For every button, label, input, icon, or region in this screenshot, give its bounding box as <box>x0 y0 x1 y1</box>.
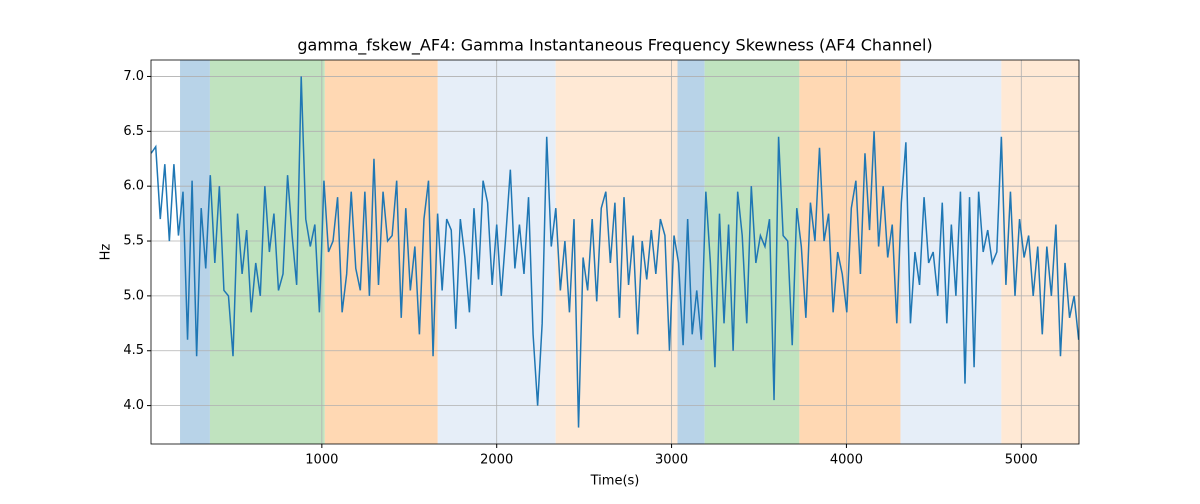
y-tick-label: 6.5 <box>123 124 144 139</box>
y-tick-label: 7.0 <box>123 69 144 84</box>
x-tick-label: 5000 <box>1005 453 1038 468</box>
shaded-span <box>324 60 438 444</box>
y-axis-label: Hz <box>99 244 114 261</box>
shaded-span <box>1001 60 1079 444</box>
y-tick-label: 6.0 <box>123 179 144 194</box>
y-tick-label: 5.5 <box>123 234 144 249</box>
x-tick-label: 1000 <box>305 453 338 468</box>
x-tick-label: 4000 <box>830 453 863 468</box>
data-line <box>151 76 1079 428</box>
y-tick-label: 5.0 <box>123 288 144 303</box>
x-tick-label: 3000 <box>655 453 688 468</box>
y-tick-label: 4.5 <box>123 343 144 358</box>
shaded-span <box>900 60 1002 444</box>
chart-title: gamma_fskew_AF4: Gamma Instantaneous Fre… <box>297 36 932 56</box>
x-tick-label: 2000 <box>480 453 513 468</box>
shaded-span <box>677 60 705 444</box>
shaded-span <box>209 60 325 444</box>
y-tick-label: 4.0 <box>123 398 144 413</box>
plot-frame <box>150 59 1080 445</box>
x-axis-label: Time(s) <box>590 474 640 489</box>
